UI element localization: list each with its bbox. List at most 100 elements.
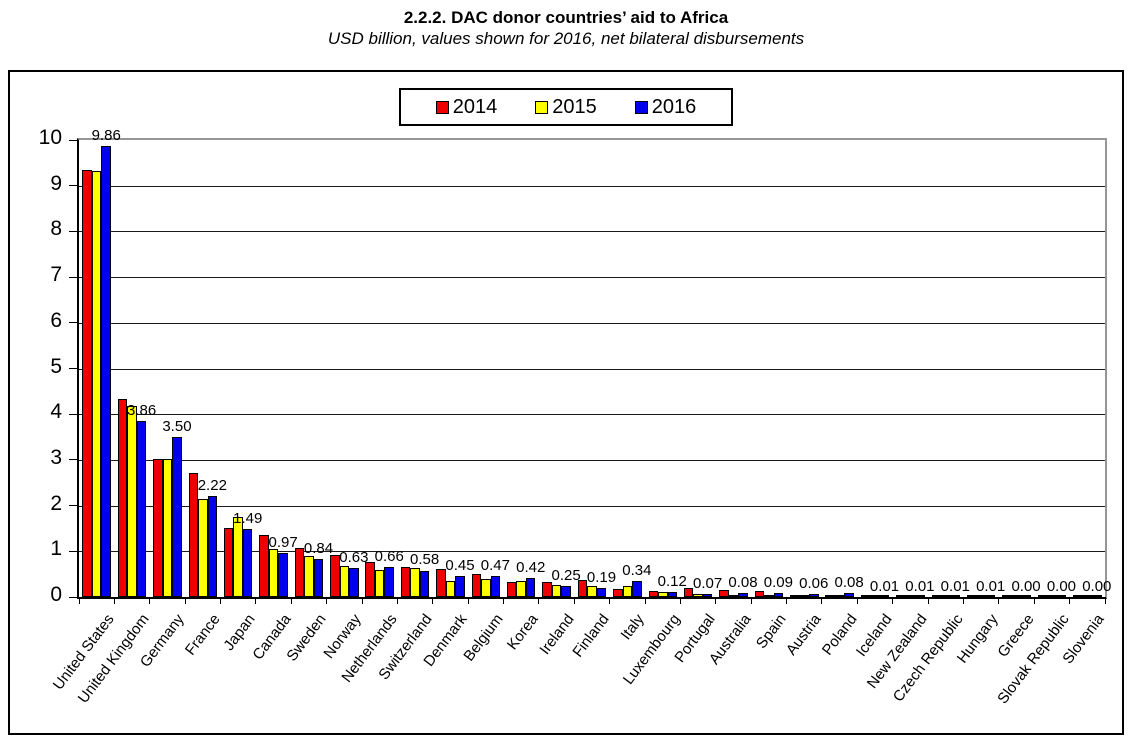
chart-legend: 2014 2015 2016 — [399, 88, 733, 126]
bar-2016-poland — [844, 593, 854, 597]
bar-2015-switzerland — [410, 568, 420, 597]
bar-2014-czech-republic — [931, 595, 942, 597]
y-tick-mark — [69, 368, 77, 369]
bar-2014-canada — [259, 535, 269, 597]
bar-2014-italy — [613, 589, 623, 597]
bar-2016-italy — [632, 581, 642, 597]
value-label: 0.08 — [728, 574, 758, 592]
gridline — [79, 551, 1105, 553]
x-tick-mark — [715, 597, 717, 604]
y-tick-mark — [69, 139, 77, 141]
value-label: 0.07 — [693, 574, 723, 592]
legend-label: 2016 — [651, 95, 697, 118]
y-tick-label: 9 — [50, 171, 62, 195]
bar-2014-switzerland — [400, 567, 411, 597]
bar-2014-greece — [1002, 595, 1012, 597]
y-tick-label: 8 — [50, 217, 62, 241]
x-axis-label: Austria — [783, 611, 825, 659]
bar-2014-sweden — [294, 547, 305, 597]
bar-2014-netherlands — [365, 562, 375, 597]
bar-2015-korea — [516, 580, 526, 597]
bar-2016-new-zealand — [915, 595, 925, 597]
y-tick-label: 4 — [50, 400, 62, 424]
bar-2015-france — [198, 499, 208, 597]
bar-2014-belgium — [471, 574, 482, 597]
bar-2016-iceland — [879, 595, 890, 597]
value-label: 0.66 — [374, 547, 404, 565]
bar-2014-united-kingdom — [117, 399, 128, 597]
bar-2016-greece — [1021, 595, 1031, 597]
legend-swatch-icon — [435, 100, 449, 114]
bar-2014-korea — [506, 581, 517, 597]
bar-2015-portugal — [693, 594, 703, 597]
bar-2016-czech-republic — [950, 595, 961, 597]
value-label: 0.00 — [1082, 578, 1112, 595]
y-tick-mark — [69, 185, 77, 187]
value-label: 0.42 — [516, 558, 546, 576]
y-tick-label: 0 — [50, 583, 62, 606]
y-tick-label: 3 — [50, 445, 62, 469]
value-label: 0.47 — [480, 556, 510, 574]
bar-2014-finland — [577, 580, 588, 597]
x-tick-mark — [396, 597, 398, 604]
value-label: 0.01 — [940, 577, 970, 595]
bar-2016-germany — [172, 437, 182, 597]
bar-2014-iceland — [860, 595, 871, 597]
chart-title: 2.2.2. DAC donor countries’ aid to Afric… — [403, 8, 729, 27]
value-label: 0.08 — [834, 574, 864, 592]
x-tick-mark — [856, 597, 858, 604]
value-label: 0.34 — [622, 562, 652, 580]
bar-2014-portugal — [683, 588, 694, 597]
bar-2014-austria — [790, 595, 800, 597]
bar-2016-australia — [738, 593, 748, 597]
x-tick-mark — [892, 597, 894, 604]
value-label: 0.00 — [1011, 578, 1041, 595]
bar-2014-denmark — [436, 569, 446, 597]
bar-2016-slovak-republic — [1056, 595, 1067, 597]
bar-2016-sweden — [313, 558, 324, 597]
chart-subtitle: USD billion, values shown for 2016, net … — [327, 29, 805, 48]
bar-2015-sweden — [304, 556, 314, 597]
bar-2015-slovenia — [1082, 595, 1093, 597]
x-tick-mark — [503, 597, 505, 604]
bar-2014-australia — [719, 589, 729, 597]
value-label: 3.50 — [162, 418, 192, 436]
bar-2015-denmark — [445, 581, 456, 597]
legend-label: 2014 — [452, 95, 498, 118]
y-tick-mark — [69, 413, 77, 415]
bar-2016-france — [207, 495, 218, 597]
x-tick-mark — [184, 597, 186, 604]
x-tick-mark — [998, 597, 1000, 604]
bar-2016-switzerland — [419, 570, 430, 597]
y-tick-mark — [69, 276, 77, 278]
x-tick-mark — [538, 597, 540, 604]
bar-2015-united-kingdom — [127, 405, 137, 597]
bar-2015-luxembourg — [658, 592, 668, 597]
gridline — [79, 277, 1105, 279]
bar-2016-norway — [349, 568, 359, 597]
value-label: 9.86 — [91, 127, 121, 145]
x-tick-mark — [679, 597, 681, 604]
bar-2015-australia — [728, 594, 739, 597]
value-label: 0.63 — [339, 549, 369, 567]
value-label: 0.01 — [905, 577, 935, 595]
bar-2015-iceland — [870, 595, 880, 597]
bar-2016-korea — [525, 577, 536, 597]
bar-2015-netherlands — [374, 569, 385, 597]
bar-2016-belgium — [490, 575, 501, 597]
bar-2016-japan — [242, 528, 253, 597]
x-tick-mark — [786, 597, 788, 604]
legend-item-2016: 2016 — [634, 95, 697, 119]
bar-2015-poland — [834, 595, 845, 597]
bar-2016-hungary — [985, 595, 996, 597]
x-tick-mark — [467, 597, 469, 604]
bar-2016-united-states — [101, 146, 111, 597]
bar-2015-spain — [764, 595, 774, 597]
bar-2014-ireland — [542, 582, 552, 597]
x-tick-mark — [644, 597, 646, 604]
bar-2014-spain — [754, 591, 765, 597]
x-axis-label: France — [181, 611, 224, 659]
value-label: 0.01 — [869, 577, 900, 595]
y-tick-label: 2 — [50, 491, 62, 515]
x-tick-mark — [361, 597, 363, 604]
